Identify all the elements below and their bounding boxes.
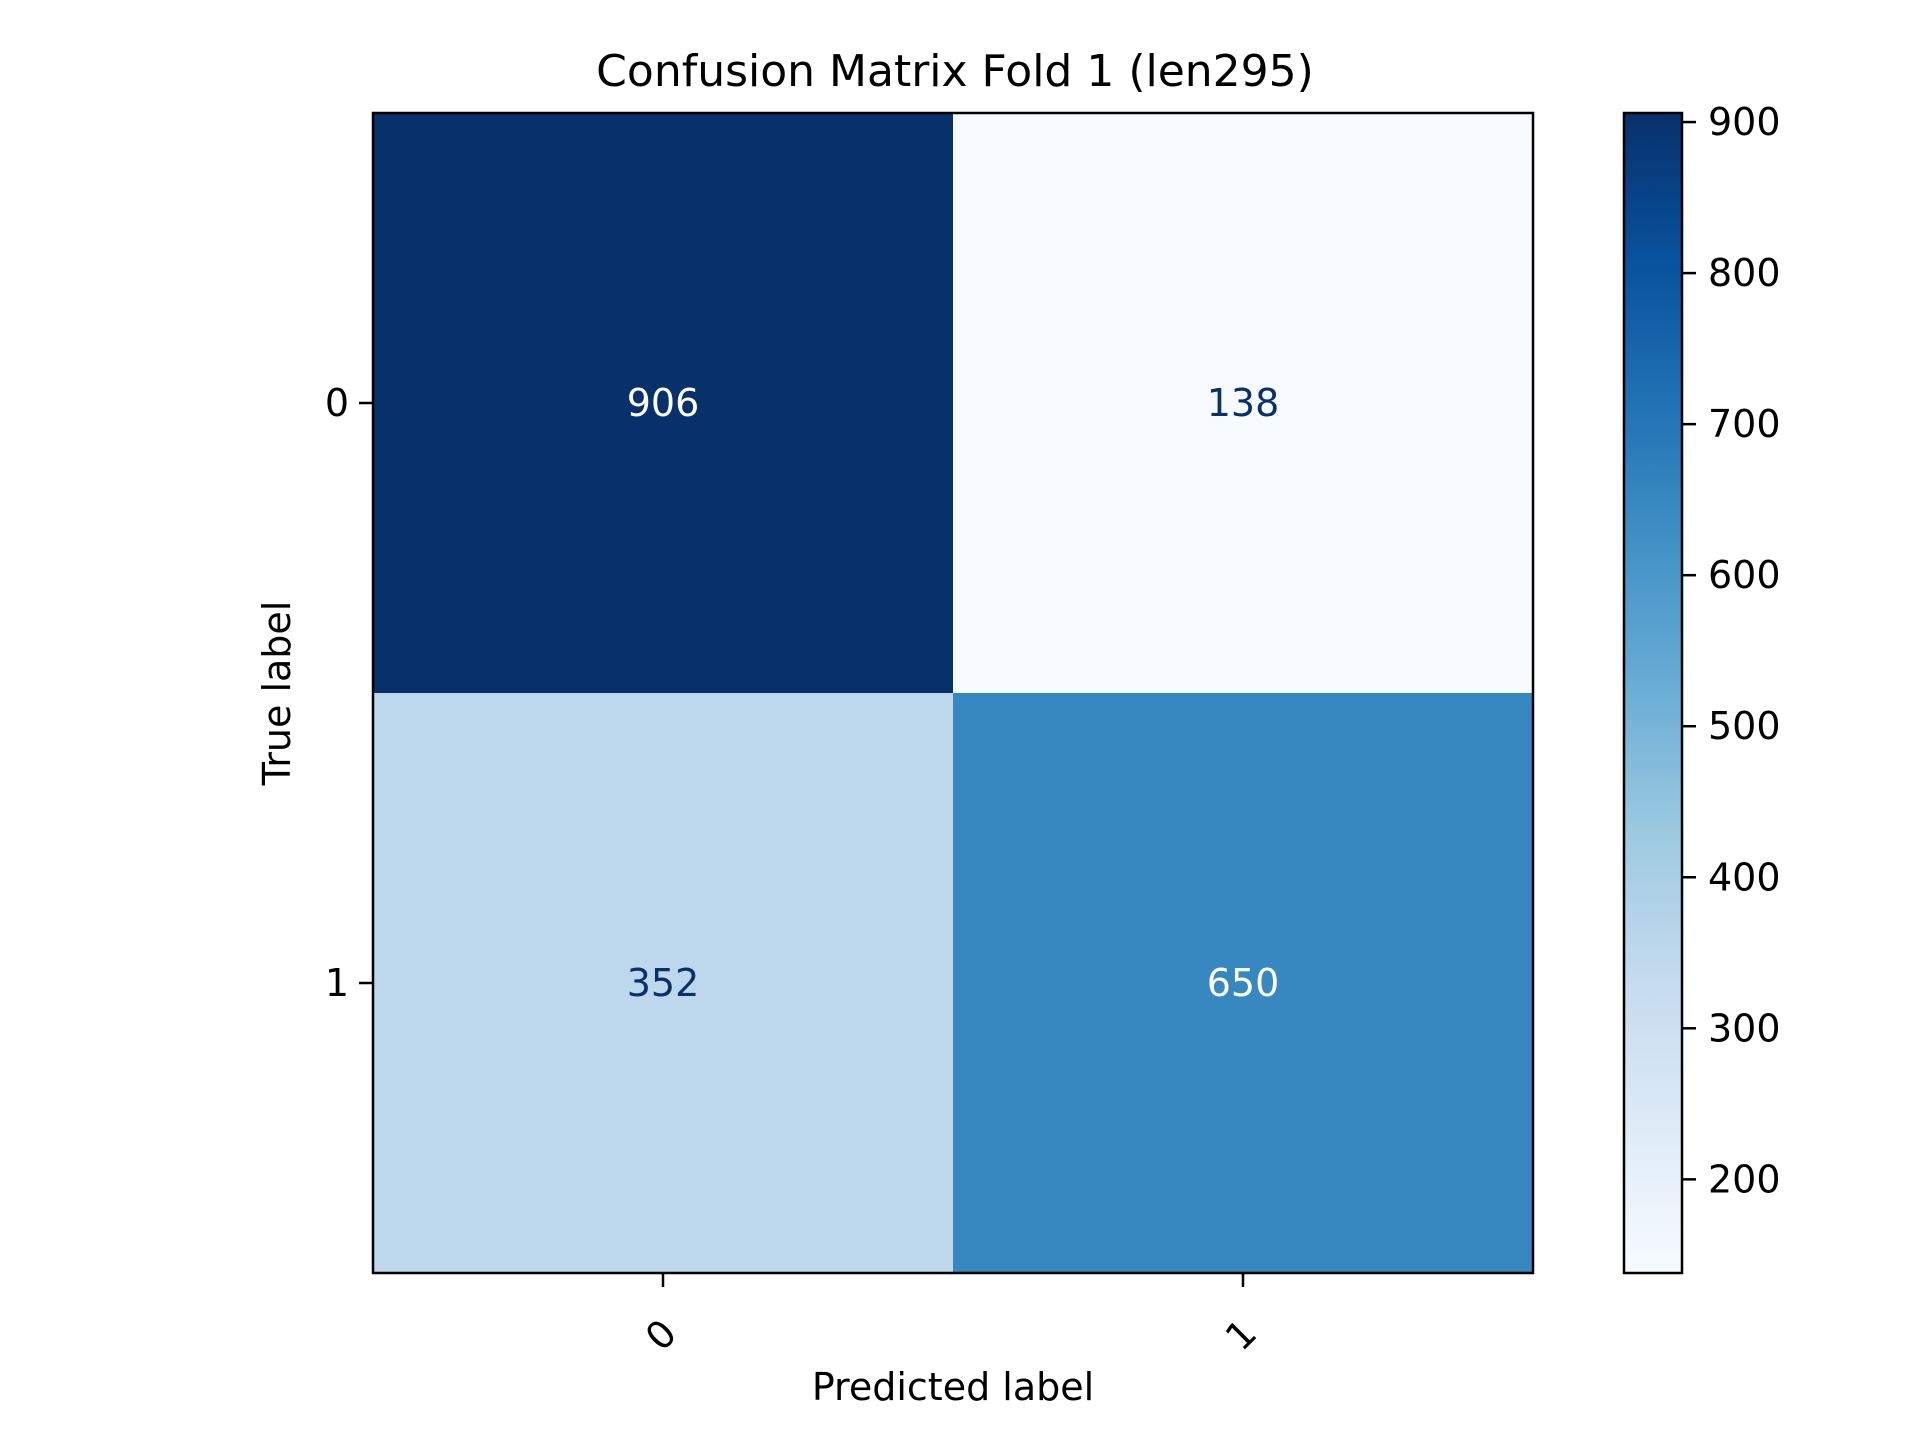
cell-value-1-0: 352 [627, 961, 700, 1005]
x-tick-label-1: 1 [1217, 1311, 1265, 1359]
x-axis-label: Predicted label [812, 1365, 1094, 1409]
colorbar-tick-label-2: 400 [1708, 855, 1781, 899]
heatmap-cells [373, 113, 1534, 1274]
heatmap-cell-1-1 [953, 693, 1534, 1274]
colorbar-tick-label-5: 700 [1708, 402, 1781, 446]
colorbar-tick-label-4: 600 [1708, 553, 1781, 597]
heatmap-cell-0-1 [953, 113, 1534, 694]
colorbar [1622, 111, 1684, 1275]
chart-title: Confusion Matrix Fold 1 (len295) [596, 46, 1314, 97]
colorbar-tick-label-3: 500 [1708, 704, 1781, 748]
cell-value-0-0: 906 [627, 381, 700, 425]
y-axis-label: True label [255, 601, 299, 787]
y-tick-label-1: 1 [325, 961, 349, 1005]
plot-frame [371, 111, 1535, 1275]
heatmap-cell-0-0 [373, 113, 954, 694]
heatmap-cell-1-0 [373, 693, 954, 1274]
colorbar-tick-label-0: 200 [1708, 1157, 1781, 1201]
y-tick-label-0: 0 [325, 381, 349, 425]
colorbar-ticks: 200 300 400 500 600 700 800 900 [1682, 100, 1781, 1201]
heatmap-cell-labels: 906 138 352 650 [627, 381, 1280, 1005]
colorbar-tick-label-1: 300 [1708, 1006, 1781, 1050]
colorbar-tick-label-7: 900 [1708, 100, 1781, 144]
colorbar-tick-label-6: 800 [1708, 251, 1781, 295]
cell-value-1-1: 650 [1207, 961, 1280, 1005]
cell-value-0-1: 138 [1207, 381, 1280, 425]
x-tick-label-0: 0 [637, 1311, 685, 1359]
y-axis-ticks: 01 [325, 381, 373, 1005]
